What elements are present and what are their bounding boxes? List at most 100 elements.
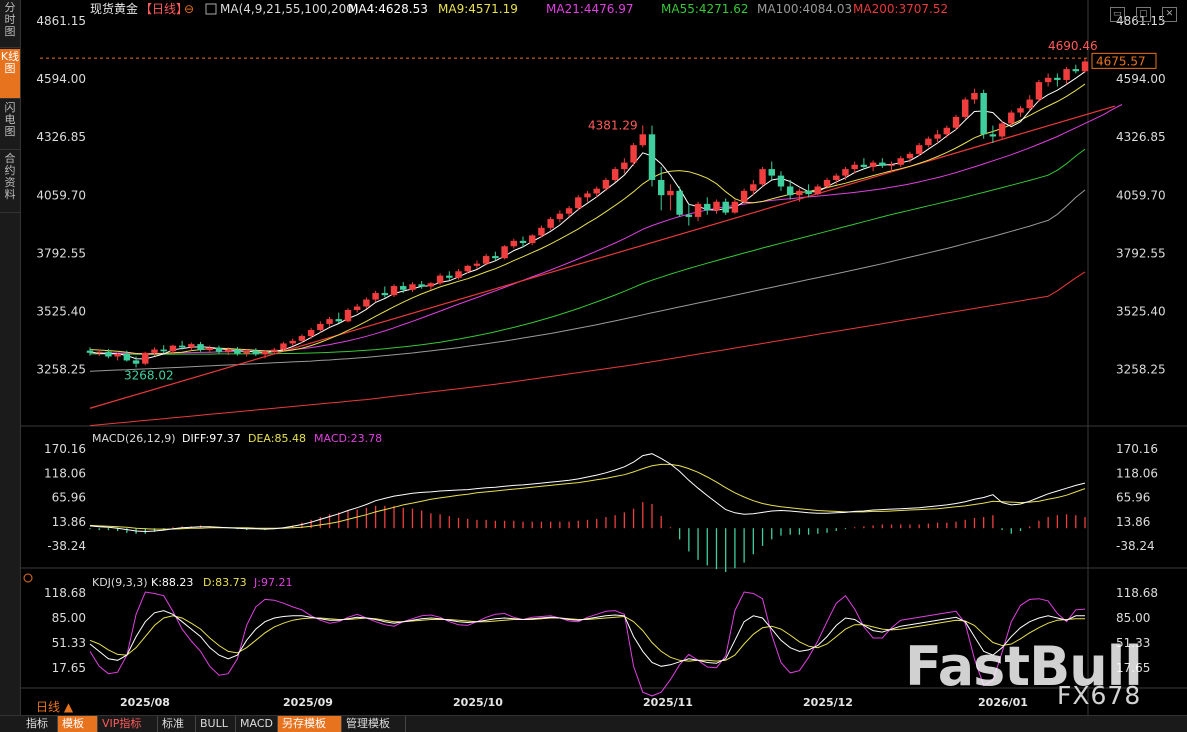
kdj-label: KDJ(9,3,3) [92, 576, 148, 589]
candle-body [1072, 69, 1080, 72]
candle-body [833, 175, 840, 180]
side-tab-bar: 分时图 K线图 闪电图 合约资料 [0, 0, 21, 731]
candle-body [501, 246, 508, 259]
candle-body [86, 350, 94, 353]
candle-body [178, 345, 186, 348]
candle-body [869, 162, 877, 167]
candle-body [823, 179, 831, 187]
candle-body [980, 92, 987, 135]
macd-tick-left-4: -38.24 [47, 539, 86, 553]
tab-timeshare[interactable]: 分时图 [0, 0, 20, 48]
candle-body [206, 347, 213, 350]
tab-templates[interactable]: 模板 [58, 716, 98, 732]
price-tick-left-6: 3258.25 [36, 363, 86, 377]
period-tag: 【日线】 [140, 2, 188, 16]
candle-body [593, 188, 600, 194]
candle-body [1017, 108, 1024, 113]
candle-body [685, 214, 693, 217]
candle-body [842, 169, 849, 176]
candle-body [197, 344, 204, 350]
candle-body [363, 299, 370, 307]
ma-value-5: MA200:3707.52 [853, 2, 948, 16]
kdj-tick-right-1: 85.00 [1116, 611, 1150, 625]
ma4-value: MA4:4628.53 [348, 2, 428, 16]
macd-tick-right-4: -38.24 [1116, 539, 1155, 553]
candle-body [731, 201, 739, 213]
macd-dea-line [89, 463, 1086, 530]
macd-tick-left-1: 118.06 [44, 466, 86, 480]
kdj-k-line [89, 610, 1085, 667]
kdj-settings-icon [23, 573, 33, 583]
ma-value-1: MA9:4571.19 [438, 2, 518, 16]
candle-body [95, 351, 103, 353]
trend-line [89, 105, 1116, 409]
ma200-line [89, 271, 1086, 427]
ma4-line [89, 71, 1086, 360]
kdj-d-line [89, 615, 1085, 662]
candle-body [556, 213, 564, 220]
candle-body [667, 190, 674, 196]
tab-macd[interactable]: MACD [236, 716, 278, 732]
candle-body [814, 186, 822, 195]
tab-save-template[interactable]: 另存模板 [278, 716, 342, 732]
kdj-tick-left-2: 51.33 [52, 636, 86, 650]
price-tick-right-4: 3792.55 [1116, 246, 1166, 260]
period-selector[interactable]: 日线 ▲ [36, 700, 74, 714]
candle-body [317, 323, 324, 330]
tab-flash[interactable]: 闪电图 [0, 100, 20, 150]
x-tick-0: 2025/08 [120, 696, 170, 709]
candle-body [1026, 99, 1033, 109]
minimize-icon[interactable]: ▭ [1109, 7, 1125, 22]
watermark-logo: FastBull FX678 [905, 635, 1160, 715]
candle-body [160, 349, 167, 352]
candle-body [565, 208, 573, 214]
close-icon[interactable]: ✕ [1162, 7, 1177, 22]
candle-body [1044, 77, 1052, 83]
candle-body [243, 350, 250, 354]
candle-body [971, 92, 978, 100]
tab-manage-templates[interactable]: 管理模板 [342, 716, 406, 732]
candle-body [298, 336, 306, 341]
candle-body [492, 256, 499, 259]
bottom-toolbar: 指标 模板 VIP指标 标准 BULL MACD 另存模板 管理模板 [0, 715, 1187, 732]
x-tick-4: 2025/12 [803, 696, 853, 709]
macd-dea-value: DEA:85.48 [248, 432, 306, 445]
price-tick-right-2: 4326.85 [1116, 130, 1166, 144]
candle-body [1054, 77, 1061, 80]
tab-vip-indicators[interactable]: VIP指标 [98, 716, 158, 732]
candle-body [879, 162, 886, 166]
candle-body [934, 134, 941, 139]
candle-body [621, 162, 628, 170]
tab-kline[interactable]: K线图 [0, 49, 20, 99]
macd-tick-left-0: 170.16 [44, 442, 86, 456]
candle-body [123, 353, 131, 361]
candle-body [860, 164, 868, 167]
candle-body [114, 353, 121, 357]
current-price-box [1091, 52, 1157, 69]
tab-indicators[interactable]: 指标 [22, 716, 58, 732]
tab-bull[interactable]: BULL [196, 716, 236, 732]
tab-contract-info[interactable]: 合约资料 [0, 151, 20, 213]
ma-params: MA(4,9,21,55,100,200) [220, 2, 359, 16]
restore-icon[interactable]: ▢ [1135, 7, 1151, 22]
candle-body [261, 351, 269, 355]
candle-body [142, 352, 149, 364]
candle-body [1081, 61, 1089, 72]
candle-body [215, 347, 223, 352]
candle-body [768, 169, 775, 176]
tab-standard[interactable]: 标准 [158, 716, 196, 732]
macd-tick-right-0: 170.16 [1116, 442, 1158, 456]
price-tick-right-5: 3525.40 [1116, 304, 1166, 318]
candle-body [713, 201, 720, 211]
price-tick-left-1: 4594.00 [36, 72, 86, 86]
window-controls: ▭ ▢ ✕ [1104, 1, 1177, 22]
candle-body [418, 284, 425, 287]
price-chart[interactable]: 现货黄金 【日线】⊖ MA(4,9,21,55,100,200)MA4:4628.5… [20, 0, 1187, 715]
candle-body [943, 127, 951, 135]
candle-body [280, 343, 287, 350]
candle-body [786, 186, 794, 196]
price-tick-left-4: 3792.55 [36, 246, 86, 260]
candle-body [906, 153, 914, 159]
price-tick-left-5: 3525.40 [36, 304, 86, 318]
settings-icon: ⊖ [184, 2, 194, 16]
